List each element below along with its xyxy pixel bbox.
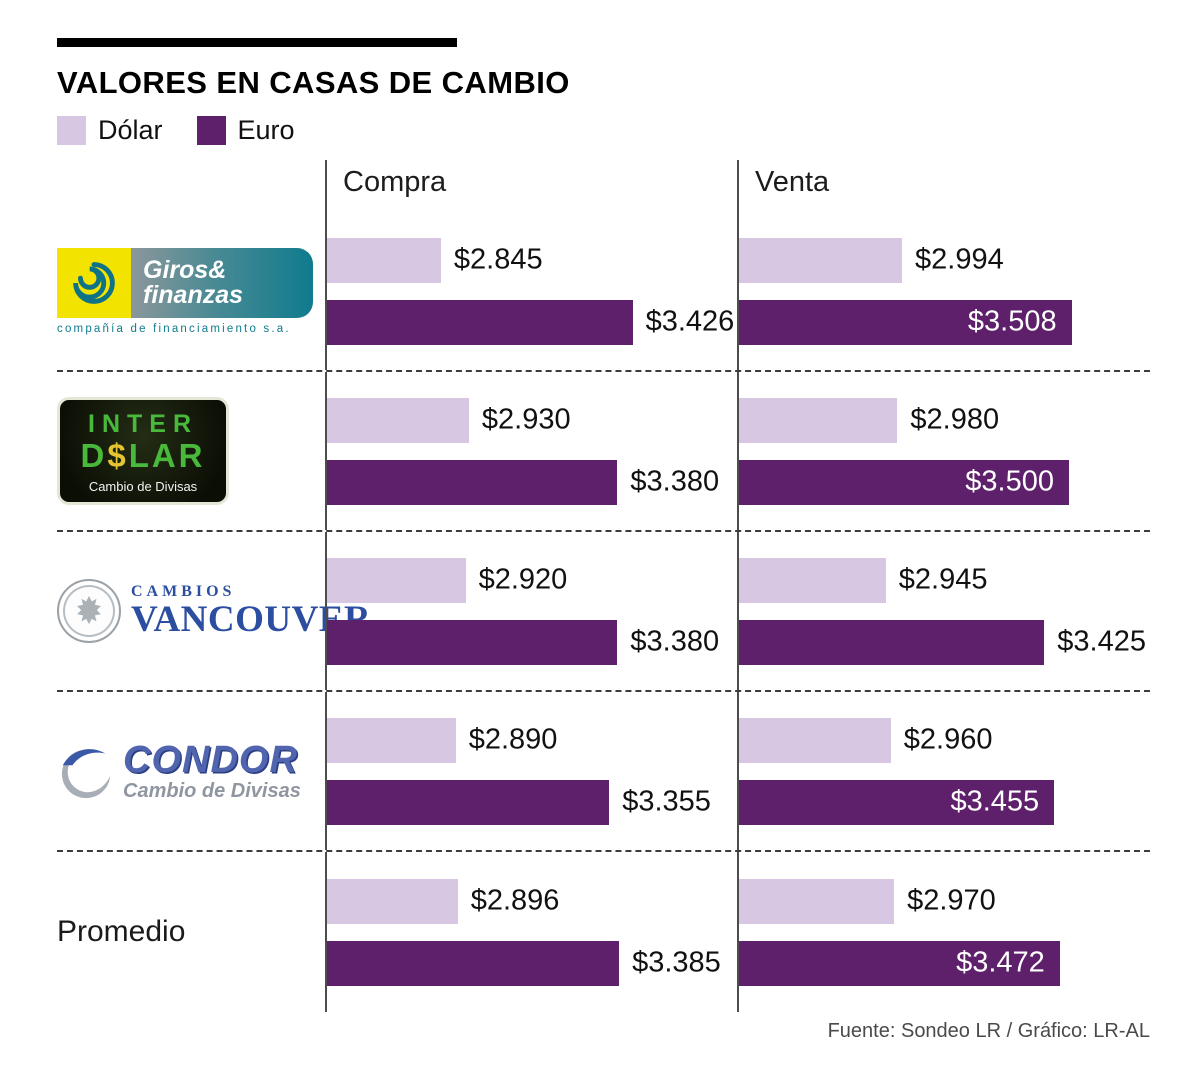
euro-swatch	[196, 116, 226, 145]
legend-item-dolar: Dólar	[57, 115, 163, 146]
bar-venta-dolar: $2.945	[739, 557, 988, 603]
bar-value: $2.920	[478, 563, 568, 596]
inter-subtitle: Cambio de Divisas	[88, 479, 198, 495]
bar-value: $3.472	[956, 946, 1045, 979]
row-inter-dolar: INTER D$LAR Cambio de Divisas $2.930 $3.…	[57, 372, 1150, 532]
condor-logo: CONDOR Cambio de Divisas	[57, 739, 301, 803]
dollar-sign-icon: $	[107, 436, 129, 474]
row-promedio: Promedio $2.896 $3.385 $2.970 $3.472	[57, 852, 1150, 1012]
giros-word-2: finanzas	[143, 280, 244, 309]
inter-dolar-logo: INTER D$LAR Cambio de Divisas	[57, 396, 229, 506]
bar-venta-dolar: $2.960	[739, 717, 993, 763]
bar-value: $3.380	[630, 625, 720, 658]
bar-compra-dolar: $2.930	[327, 397, 571, 443]
bar-value: $2.994	[915, 243, 1004, 276]
condor-subtitle: Cambio de Divisas	[123, 780, 301, 802]
dolar-swatch	[57, 116, 86, 145]
dolar-lar: LAR	[128, 436, 206, 474]
giros-swirl-icon	[57, 247, 131, 318]
source-credit: Fuente: Sondeo LR / Gráfico: LR-AL	[827, 1020, 1150, 1042]
bar-venta-euro: $3.425	[739, 619, 1146, 665]
bar-compra-euro: $3.380	[327, 459, 719, 505]
bar-value: $3.500	[965, 465, 1054, 498]
giros-word-1: Giros&	[143, 256, 227, 284]
maple-leaf-seal-icon	[57, 579, 121, 643]
bar-compra-dolar: $2.920	[327, 557, 567, 603]
page-title: VALORES EN CASAS DE CAMBIO	[57, 65, 570, 100]
bar-compra-euro: $3.380	[327, 619, 719, 665]
bar-venta-dolar: $2.970	[739, 878, 996, 924]
bar-value: $2.930	[481, 403, 571, 436]
row-condor: CONDOR Cambio de Divisas $2.890 $3.355 $…	[57, 692, 1150, 852]
top-rule	[57, 38, 457, 47]
bar-venta-euro: $3.508	[739, 299, 1072, 345]
bar-venta-euro: $3.472	[739, 940, 1060, 986]
dolar-d: D	[80, 436, 108, 474]
legend-label-euro: Euro	[237, 115, 295, 145]
column-header-compra: Compra	[343, 166, 447, 198]
bar-venta-dolar: $2.994	[739, 237, 1004, 283]
condor-bird-icon	[57, 740, 115, 802]
promedio-label: Promedio	[57, 915, 186, 948]
bar-value: $2.845	[453, 243, 543, 276]
legend: Dólar Euro	[57, 115, 1150, 146]
bar-venta-euro: $3.500	[739, 459, 1069, 505]
bar-value: $3.455	[950, 785, 1040, 818]
giros-subtitle: compañía de financiamiento s.a.	[57, 322, 291, 335]
bar-venta-euro: $3.455	[739, 779, 1055, 825]
bar-value: $3.425	[1057, 625, 1146, 658]
bar-compra-euro: $3.385	[327, 940, 721, 986]
bar-value: $2.960	[903, 723, 993, 756]
giros-finanzas-logo: Giros& finanzas compañía de financiamien…	[57, 247, 313, 335]
bar-venta-dolar: $2.980	[739, 397, 999, 443]
bar-value: $2.970	[907, 884, 996, 917]
bar-value: $3.508	[967, 305, 1057, 338]
column-header-row: Compra Venta	[57, 160, 1150, 212]
row-giros-finanzas: Giros& finanzas compañía de financiamien…	[57, 212, 1150, 372]
legend-label-dolar: Dólar	[98, 115, 163, 145]
bar-value: $3.355	[622, 785, 711, 818]
bar-value: $2.980	[910, 403, 1000, 436]
column-header-venta: Venta	[755, 166, 830, 198]
legend-item-euro: Euro	[196, 115, 295, 146]
inter-word: INTER	[88, 409, 198, 438]
condor-wordmark: CONDOR	[123, 739, 298, 781]
bar-compra-euro: $3.355	[327, 779, 711, 825]
bar-compra-euro: $3.426	[327, 299, 734, 345]
bar-value: $3.426	[645, 305, 735, 338]
cambios-vancouver-logo: CAMBIOS VANCOUVER	[57, 579, 371, 643]
giros-wordmark: Giros& finanzas	[131, 247, 313, 318]
bar-compra-dolar: $2.896	[327, 878, 559, 924]
dolar-word: D$LAR	[68, 436, 218, 474]
vancouver-word-cambios: CAMBIOS	[131, 582, 236, 600]
exchange-rate-chart: Compra Venta Giros& finanzas compañ	[57, 160, 1150, 1012]
bar-compra-dolar: $2.845	[327, 237, 543, 283]
bar-value: $3.380	[630, 465, 720, 498]
row-cambios-vancouver: CAMBIOS VANCOUVER $2.920 $3.380 $2.945 $…	[57, 532, 1150, 692]
bar-value: $3.385	[632, 946, 721, 979]
bar-compra-dolar: $2.890	[327, 717, 557, 763]
bar-value: $2.945	[898, 563, 988, 596]
bar-value: $2.890	[468, 723, 558, 756]
bar-value: $2.896	[470, 884, 560, 917]
